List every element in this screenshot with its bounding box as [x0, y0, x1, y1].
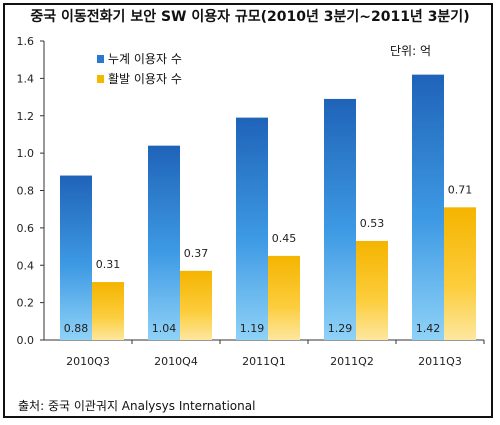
data-label: 0.53	[360, 217, 385, 230]
chart-title: 중국 이동전화기 보안 SW 이용자 규모(2010년 3분기~2011년 3분…	[30, 9, 470, 25]
data-label: 0.37	[184, 247, 209, 260]
x-tick-label: 2010Q4	[154, 355, 198, 368]
y-tick-label: 0.4	[17, 259, 35, 272]
unit-label: 단위: 억	[390, 44, 431, 58]
bar-active	[180, 270, 212, 340]
data-label: 0.71	[448, 183, 473, 196]
data-label: 0.45	[272, 232, 297, 245]
y-tick-label: 0.6	[17, 222, 35, 235]
bar-cumulative	[148, 145, 180, 340]
x-tick-label: 2011Q1	[242, 355, 286, 368]
x-tick-label: 2011Q2	[330, 355, 374, 368]
data-label: 1.29	[328, 322, 353, 335]
legend-swatch	[97, 75, 104, 83]
data-label: 0.88	[64, 322, 89, 335]
bar-cumulative	[60, 175, 92, 340]
data-label: 1.04	[152, 322, 177, 335]
bar-cumulative	[324, 98, 356, 341]
x-tick-label: 2010Q3	[66, 355, 110, 368]
bar-cumulative	[412, 74, 444, 340]
y-tick-label: 0.0	[17, 334, 35, 347]
bar-active	[444, 207, 476, 340]
y-tick-label: 1.6	[17, 35, 35, 48]
y-tick-label: 0.8	[17, 185, 35, 198]
bar-active	[268, 255, 300, 340]
bar-active	[92, 282, 124, 340]
data-label: 1.42	[416, 322, 441, 335]
legend-label: 활발 이용자 수	[108, 72, 182, 86]
bar-active	[356, 240, 388, 340]
data-label: 0.31	[96, 258, 121, 271]
data-label: 1.19	[240, 322, 265, 335]
x-tick-label: 2011Q3	[418, 355, 462, 368]
y-tick-label: 0.2	[17, 297, 35, 310]
y-tick-label: 1.0	[17, 147, 35, 160]
legend-label: 누계 이용자 수	[108, 52, 182, 66]
bar-cumulative	[236, 117, 268, 341]
y-tick-label: 1.4	[17, 72, 35, 85]
source-note: 출처: 중국 이관궈지 Analysys International	[18, 399, 256, 413]
y-tick-label: 1.2	[17, 110, 35, 123]
legend-swatch	[97, 55, 104, 63]
